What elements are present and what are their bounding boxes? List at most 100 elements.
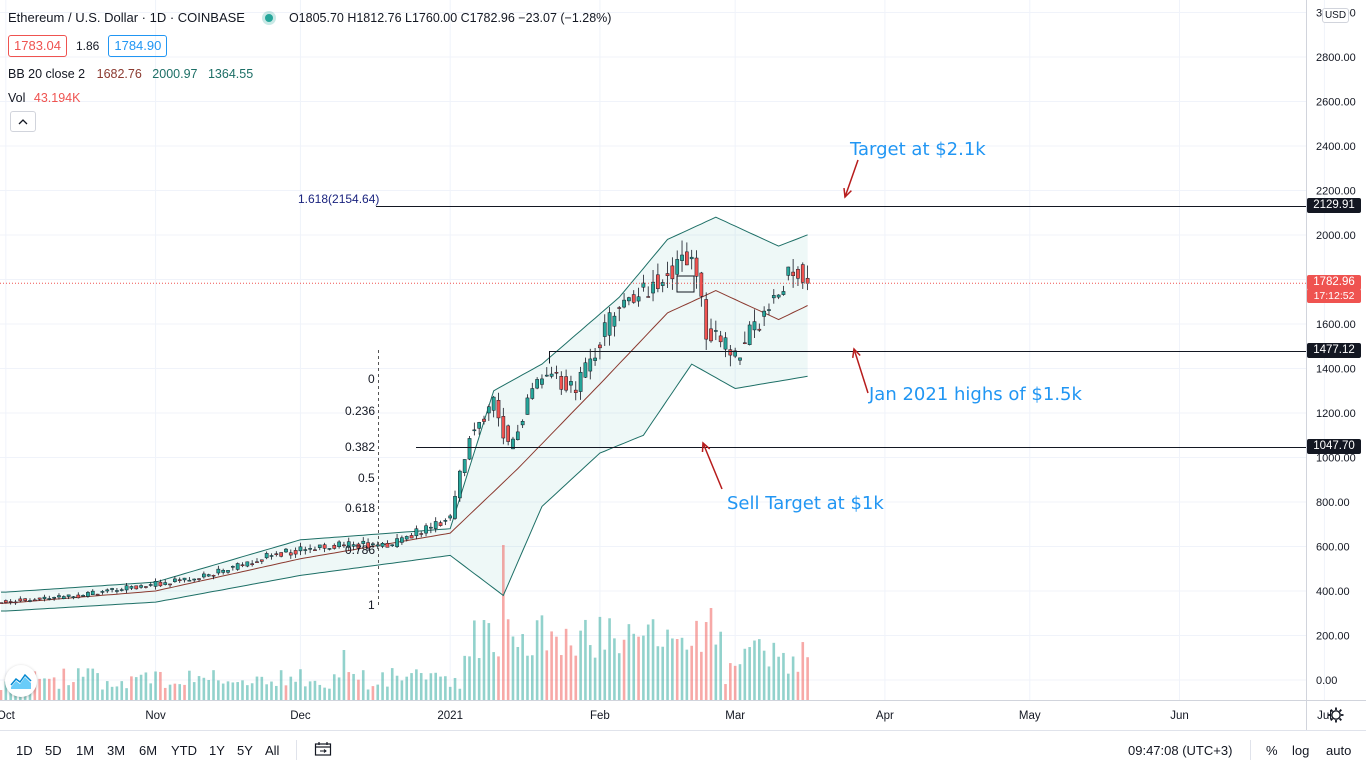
volume-bar: [434, 672, 437, 700]
candle-body: [293, 550, 298, 555]
candle-body: [144, 586, 148, 588]
candle-body: [148, 584, 153, 586]
candle-body: [733, 350, 738, 357]
timeframe-1y[interactable]: 1Y: [209, 743, 225, 758]
volume-bar: [574, 655, 578, 700]
volume-bar: [250, 683, 254, 700]
candle-body: [202, 573, 206, 578]
candle-body: [351, 544, 356, 547]
candle-body: [346, 541, 351, 548]
timeframe-3m[interactable]: 3M: [107, 743, 126, 758]
candle-body: [57, 595, 61, 598]
horizontal-levels[interactable]: [0, 206, 1306, 448]
clock-timezone[interactable]: 09:47:08 (UTC+3): [1128, 743, 1233, 758]
tradingview-logo[interactable]: [5, 665, 37, 697]
arrow-head: [843, 187, 852, 199]
candle-body: [206, 574, 211, 577]
candle-body: [298, 546, 303, 552]
percent-scale-toggle[interactable]: %: [1266, 743, 1278, 758]
volume-bar: [516, 646, 520, 700]
candle-body: [255, 561, 259, 563]
price-tick-label: 1600.00: [1316, 319, 1356, 331]
gear-icon[interactable]: [1328, 707, 1344, 723]
volume-bar: [661, 646, 665, 700]
timeframe-1d[interactable]: 1D: [16, 743, 33, 758]
volume-bar: [714, 644, 718, 700]
timeframe-1m[interactable]: 1M: [76, 743, 95, 758]
date-range-button[interactable]: [314, 741, 332, 760]
volume-bar: [724, 684, 727, 700]
volume-bar: [400, 680, 404, 700]
timeframe-all[interactable]: All: [265, 743, 280, 758]
volume-bar: [371, 686, 375, 700]
volume-bar: [637, 636, 640, 700]
timeframe-ytd[interactable]: YTD: [171, 743, 197, 758]
candle-body: [66, 594, 71, 597]
candle-body: [226, 570, 230, 573]
volume-legend[interactable]: Vol 43.194K: [8, 91, 80, 105]
candle-body: [583, 362, 588, 378]
volume-bar: [405, 676, 409, 700]
bb-basis-line: [1, 290, 808, 604]
volume-bar: [743, 648, 747, 700]
volume-bar: [482, 620, 486, 700]
currency-badge[interactable]: USD: [1322, 8, 1349, 23]
volume-bar: [806, 657, 809, 700]
volume-bar: [308, 681, 312, 700]
auto-scale-toggle[interactable]: auto: [1326, 743, 1352, 758]
volume-bar: [357, 679, 360, 700]
volume-bar: [48, 678, 51, 700]
volume-bar: [497, 656, 500, 700]
fib-extension-label: 1.618(2154.64): [298, 192, 380, 206]
volume-bar: [163, 687, 167, 700]
candle-body: [564, 376, 568, 391]
volume-bar: [613, 638, 616, 700]
symbol-title[interactable]: Ethereum / U.S. Dollar · 1D · COINBASE: [8, 10, 245, 25]
timeframe-5y[interactable]: 5Y: [237, 743, 253, 758]
volume-bar: [535, 620, 539, 700]
volume-bar: [569, 645, 573, 700]
candle-body: [757, 328, 762, 331]
sell-target-annotation[interactable]: Sell Target at $1k: [727, 493, 884, 514]
candle-body: [332, 545, 337, 549]
annotation-arrows[interactable]: [701, 159, 869, 490]
vol-label: Vol: [8, 91, 26, 105]
candle-body: [124, 585, 129, 591]
target-annotation[interactable]: Target at $2.1k: [850, 139, 986, 160]
candle-body: [409, 535, 414, 539]
candle-body: [134, 585, 139, 590]
symbol-legend[interactable]: Ethereum / U.S. Dollar · 1D · COINBASE O…: [8, 10, 611, 25]
bb-lower-value: 1364.55: [207, 67, 254, 81]
volume-bar: [695, 620, 698, 700]
log-scale-toggle[interactable]: log: [1292, 743, 1310, 758]
candle-body: [192, 578, 197, 581]
buy-button[interactable]: 1784.90: [108, 35, 168, 57]
timeframe-6m[interactable]: 6M: [139, 743, 158, 758]
tradingview-logo-icon: [10, 673, 32, 689]
volume-bar: [415, 669, 418, 700]
volume-bar: [183, 684, 186, 700]
candle-body: [269, 555, 274, 557]
volume-bar: [154, 671, 157, 700]
candle-body: [636, 296, 641, 302]
candle-body: [559, 376, 564, 390]
volume-bar: [559, 655, 563, 700]
fib-level-0236: 0.236: [345, 404, 376, 418]
candle-body: [535, 379, 539, 389]
candle-body: [694, 257, 699, 277]
sell-button[interactable]: 1783.04: [8, 35, 67, 57]
bollinger-legend[interactable]: BB 20 close 2 1682.76 2000.97 1364.55: [8, 67, 253, 81]
volume-bar: [579, 630, 582, 700]
timeframe-5d[interactable]: 5D: [45, 743, 62, 758]
candle-body: [259, 559, 264, 562]
collapse-legend-button[interactable]: [10, 111, 36, 132]
volume-bar: [139, 674, 143, 700]
candle-body: [602, 322, 607, 337]
candle-body: [0, 602, 3, 604]
jan-highs-annotation[interactable]: Jan 2021 highs of $1.5k: [869, 384, 1082, 405]
volume-bar: [110, 686, 114, 700]
volume-bar: [101, 689, 104, 700]
volume-bar: [236, 682, 239, 700]
candle-body: [520, 421, 525, 426]
